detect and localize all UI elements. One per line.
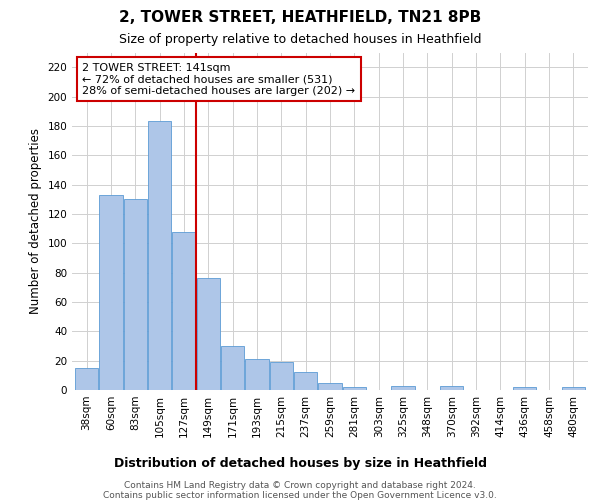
Bar	[148, 122, 171, 390]
Bar	[124, 199, 147, 390]
Bar	[197, 278, 220, 390]
Bar	[513, 387, 536, 390]
Bar	[440, 386, 463, 390]
Bar	[343, 387, 366, 390]
Bar	[221, 346, 244, 390]
Bar	[319, 382, 341, 390]
Bar	[391, 386, 415, 390]
Text: Distribution of detached houses by size in Heathfield: Distribution of detached houses by size …	[113, 458, 487, 470]
Bar	[100, 195, 122, 390]
Text: Size of property relative to detached houses in Heathfield: Size of property relative to detached ho…	[119, 32, 481, 46]
Text: Contains HM Land Registry data © Crown copyright and database right 2024.: Contains HM Land Registry data © Crown c…	[124, 481, 476, 490]
Bar	[172, 232, 196, 390]
Bar	[562, 387, 585, 390]
Y-axis label: Number of detached properties: Number of detached properties	[29, 128, 42, 314]
Bar	[270, 362, 293, 390]
Bar	[294, 372, 317, 390]
Text: 2, TOWER STREET, HEATHFIELD, TN21 8PB: 2, TOWER STREET, HEATHFIELD, TN21 8PB	[119, 10, 481, 25]
Bar	[75, 368, 98, 390]
Bar	[245, 359, 269, 390]
Text: Contains public sector information licensed under the Open Government Licence v3: Contains public sector information licen…	[103, 491, 497, 500]
Text: 2 TOWER STREET: 141sqm
← 72% of detached houses are smaller (531)
28% of semi-de: 2 TOWER STREET: 141sqm ← 72% of detached…	[82, 62, 355, 96]
